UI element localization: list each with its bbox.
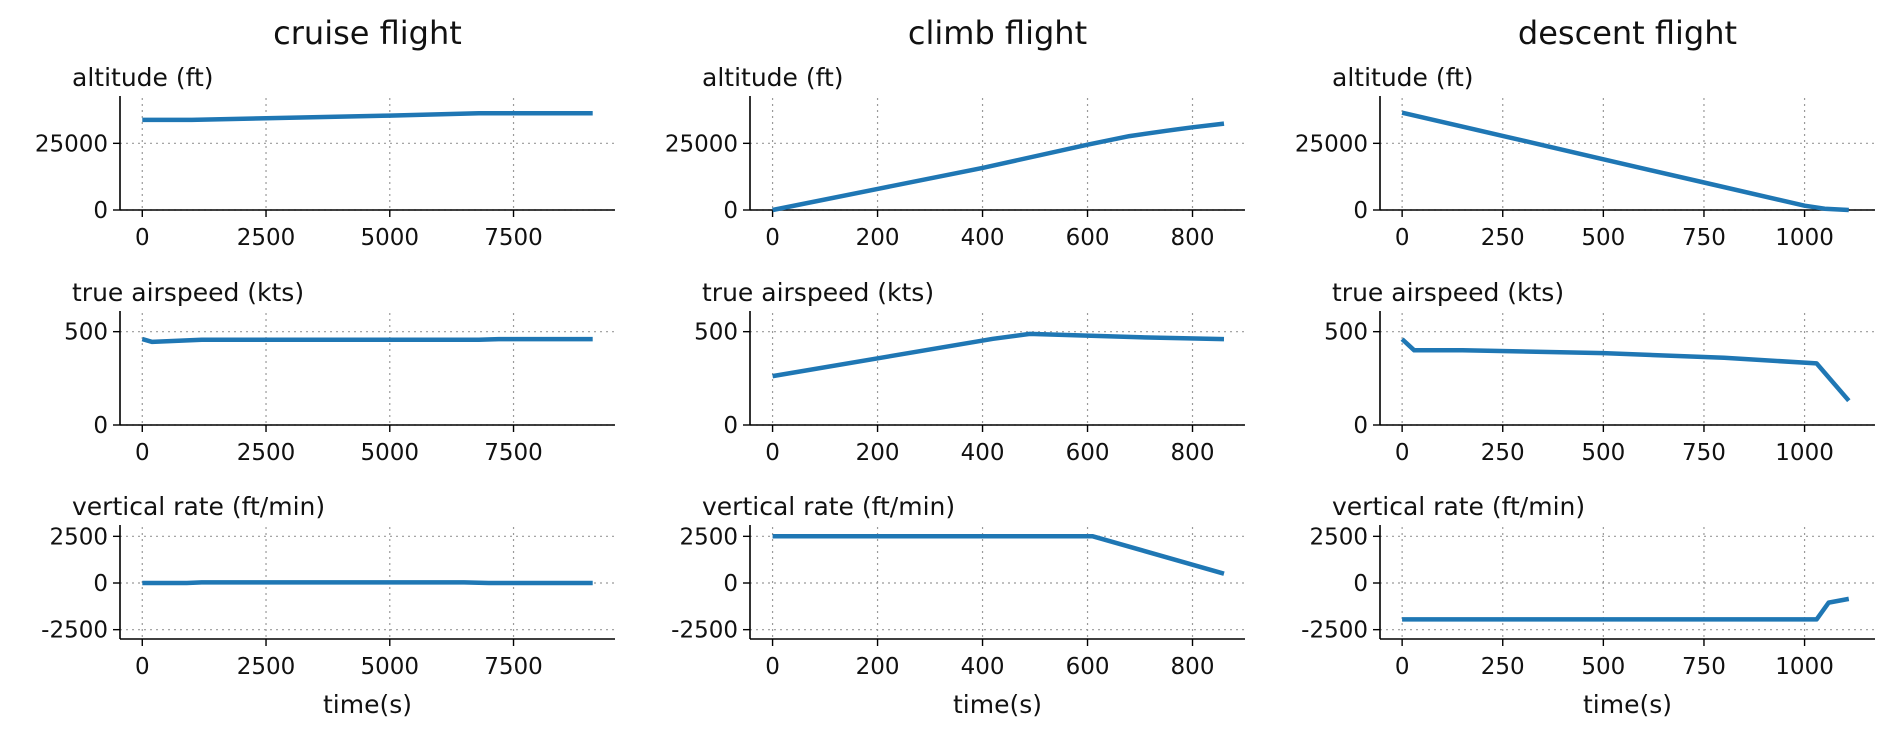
y-tick-label: 500 (64, 320, 108, 346)
x-tick-label: 7500 (484, 654, 543, 680)
series-line (141, 336, 593, 345)
y-tick-label: -2500 (671, 618, 738, 644)
x-tick-label: 400 (961, 654, 1005, 680)
y-tick-label: 2500 (49, 524, 108, 550)
panel-title: true airspeed (kts) (72, 278, 304, 307)
series-line (1401, 110, 1849, 213)
x-tick-label: 500 (1581, 440, 1625, 466)
y-tick-label: 25000 (665, 131, 738, 157)
x-tick-label: 0 (135, 225, 150, 251)
series-line (772, 121, 1225, 213)
y-tick-label: -2500 (1301, 618, 1368, 644)
y-tick-label: 0 (93, 198, 108, 224)
panel-title: true airspeed (kts) (1332, 278, 1564, 307)
x-tick-label: 0 (135, 440, 150, 466)
x-tick-label: 250 (1481, 440, 1525, 466)
x-axis-label: time(s) (323, 690, 412, 719)
x-tick-label: 250 (1481, 225, 1525, 251)
x-tick-label: 200 (856, 440, 900, 466)
y-tick-label: 500 (694, 320, 738, 346)
y-tick-label: 0 (1353, 413, 1368, 439)
series-line (1402, 596, 1850, 622)
x-tick-label: 200 (856, 225, 900, 251)
panel-title: altitude (ft) (1332, 63, 1474, 92)
x-tick-label: 750 (1682, 654, 1726, 680)
x-tick-label: 0 (765, 440, 780, 466)
x-tick-label: 800 (1171, 225, 1215, 251)
series-line (772, 534, 1225, 576)
x-tick-label: 750 (1682, 440, 1726, 466)
x-axis-label: time(s) (1583, 690, 1672, 719)
y-tick-label: 0 (723, 413, 738, 439)
x-tick-label: 1000 (1775, 440, 1834, 466)
x-tick-label: 5000 (361, 440, 420, 466)
y-tick-label: 0 (93, 413, 108, 439)
y-tick-label: -2500 (41, 618, 108, 644)
x-tick-label: 0 (765, 654, 780, 680)
panel-title: vertical rate (ft/min) (72, 492, 325, 521)
x-tick-label: 400 (961, 440, 1005, 466)
x-tick-label: 7500 (484, 225, 543, 251)
x-tick-label: 7500 (484, 440, 543, 466)
x-tick-label: 600 (1066, 654, 1110, 680)
y-tick-label: 0 (723, 571, 738, 597)
x-tick-label: 750 (1682, 225, 1726, 251)
x-tick-label: 250 (1481, 654, 1525, 680)
panel-title: altitude (ft) (702, 63, 844, 92)
x-tick-label: 1000 (1775, 225, 1834, 251)
x-tick-label: 800 (1171, 440, 1215, 466)
x-tick-label: 400 (961, 225, 1005, 251)
x-tick-label: 800 (1171, 654, 1215, 680)
x-tick-label: 200 (856, 654, 900, 680)
panel-title: true airspeed (kts) (702, 278, 934, 307)
series-line (1400, 337, 1851, 403)
column-title: cruise flight (273, 14, 462, 52)
x-tick-label: 2500 (237, 654, 296, 680)
x-tick-label: 500 (1581, 654, 1625, 680)
x-tick-label: 0 (1395, 225, 1410, 251)
column-title: descent flight (1518, 14, 1737, 52)
panel-title: vertical rate (ft/min) (1332, 492, 1585, 521)
x-tick-label: 600 (1066, 440, 1110, 466)
x-tick-label: 1000 (1775, 654, 1834, 680)
x-tick-label: 500 (1581, 225, 1625, 251)
y-tick-label: 25000 (35, 131, 108, 157)
series-line (772, 331, 1225, 379)
x-tick-label: 5000 (361, 654, 420, 680)
panel-title: vertical rate (ft/min) (702, 492, 955, 521)
column-title: climb flight (908, 14, 1087, 52)
x-tick-label: 0 (135, 654, 150, 680)
x-tick-label: 2500 (237, 440, 296, 466)
y-tick-label: 0 (93, 571, 108, 597)
x-tick-label: 5000 (361, 225, 420, 251)
y-tick-label: 500 (1324, 320, 1368, 346)
panel-title: altitude (ft) (72, 63, 214, 92)
x-tick-label: 0 (1395, 654, 1410, 680)
x-axis-label: time(s) (953, 690, 1042, 719)
x-tick-label: 600 (1066, 225, 1110, 251)
y-tick-label: 2500 (1309, 524, 1368, 550)
x-tick-label: 0 (765, 225, 780, 251)
y-tick-label: 0 (1353, 571, 1368, 597)
x-tick-label: 2500 (237, 225, 296, 251)
y-tick-label: 25000 (1295, 131, 1368, 157)
y-tick-label: 2500 (679, 524, 738, 550)
y-tick-label: 0 (723, 198, 738, 224)
y-tick-label: 0 (1353, 198, 1368, 224)
series-line (142, 580, 593, 586)
x-tick-label: 0 (1395, 440, 1410, 466)
series-line (142, 110, 593, 123)
